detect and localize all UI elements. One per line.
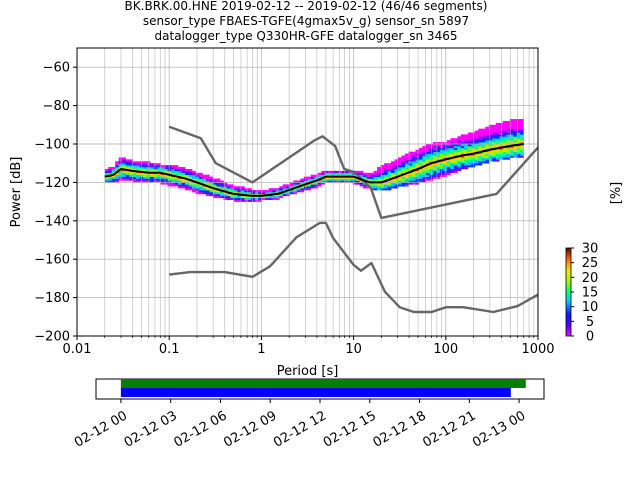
x-tick-label: 0.01 <box>63 342 92 357</box>
colorbar-tick-label: 20 <box>582 271 599 286</box>
colorbar-tick-label: 5 <box>586 315 594 330</box>
y-tick-label: −180 <box>34 291 70 306</box>
timeline-tick-label: 02-12 18 <box>371 408 429 450</box>
colorbar-label: [%] <box>609 182 624 205</box>
y-tick-label: −140 <box>34 214 70 229</box>
coverage-bar-green <box>120 379 526 388</box>
y-tick-label: −200 <box>34 330 70 345</box>
y-axis-label: Power [dB] <box>9 157 24 228</box>
colorbar-tick-label: 10 <box>582 300 599 315</box>
colorbar-tick-label: 25 <box>582 256 599 271</box>
x-tick-label: 0.1 <box>159 342 180 357</box>
plot-frame <box>76 47 539 337</box>
title-line-1: BK.BRK.00.HNE 2019-02-12 -- 2019-02-12 (… <box>125 0 488 13</box>
x-tick-label: 100 <box>433 342 458 357</box>
timeline-tick-label: 02-12 09 <box>221 408 279 450</box>
timeline-tick-label: 02-12 06 <box>172 408 230 450</box>
timeline-tick-label: 02-12 00 <box>72 408 130 450</box>
timeline-tick-label: 02-12 03 <box>122 408 180 450</box>
y-tick-label: −160 <box>34 253 70 268</box>
colorbar-tick-label: 30 <box>582 242 599 257</box>
psd-plot-area: 0.01 0.1 1 10 100 1000 −200 −180 −160 −140 −120 −1… <box>9 47 555 379</box>
y-tick-label: −80 <box>43 99 70 114</box>
y-tick-label: −120 <box>34 176 70 191</box>
y-tick-label: −60 <box>43 61 70 76</box>
colorbar-tick-label: 0 <box>586 330 594 345</box>
colorbar-tick-label: 15 <box>582 286 599 301</box>
chart-title: BK.BRK.00.HNE 2019-02-12 -- 2019-02-12 (… <box>125 0 488 43</box>
timeline-tick-label: 02-12 12 <box>271 408 329 450</box>
noise-models <box>168 125 538 314</box>
timeline-tick-label: 02-13 00 <box>470 408 528 450</box>
grid-lines <box>76 48 538 337</box>
x-tick-label: 1000 <box>521 342 554 357</box>
title-line-2: sensor_type FBAES-TGFE(4gmax5v_g) sensor… <box>143 14 469 28</box>
timeline-tick-label: 02-12 21 <box>420 408 478 450</box>
high-noise-model <box>168 125 538 220</box>
x-tick-label: 10 <box>345 342 362 357</box>
title-line-3: datalogger_type Q330HR-GFE datalogger_sn… <box>155 29 458 43</box>
y-axis-ticks: −200 −180 −160 −140 −120 −100 −80 −60 <box>34 61 77 345</box>
x-axis-label: Period [s] <box>277 364 339 379</box>
coverage-bar-blue <box>120 388 511 397</box>
x-tick-label: 1 <box>257 342 265 357</box>
colorbar-gradient <box>565 247 572 337</box>
mean-line <box>104 143 524 197</box>
mean-curve <box>104 143 524 197</box>
timeline-tick-label: 02-12 15 <box>321 408 379 450</box>
y-tick-label: −100 <box>34 138 70 153</box>
low-noise-model <box>169 221 538 314</box>
x-axis-ticks: 0.01 0.1 1 10 100 1000 <box>63 336 555 357</box>
density-band <box>104 119 525 202</box>
